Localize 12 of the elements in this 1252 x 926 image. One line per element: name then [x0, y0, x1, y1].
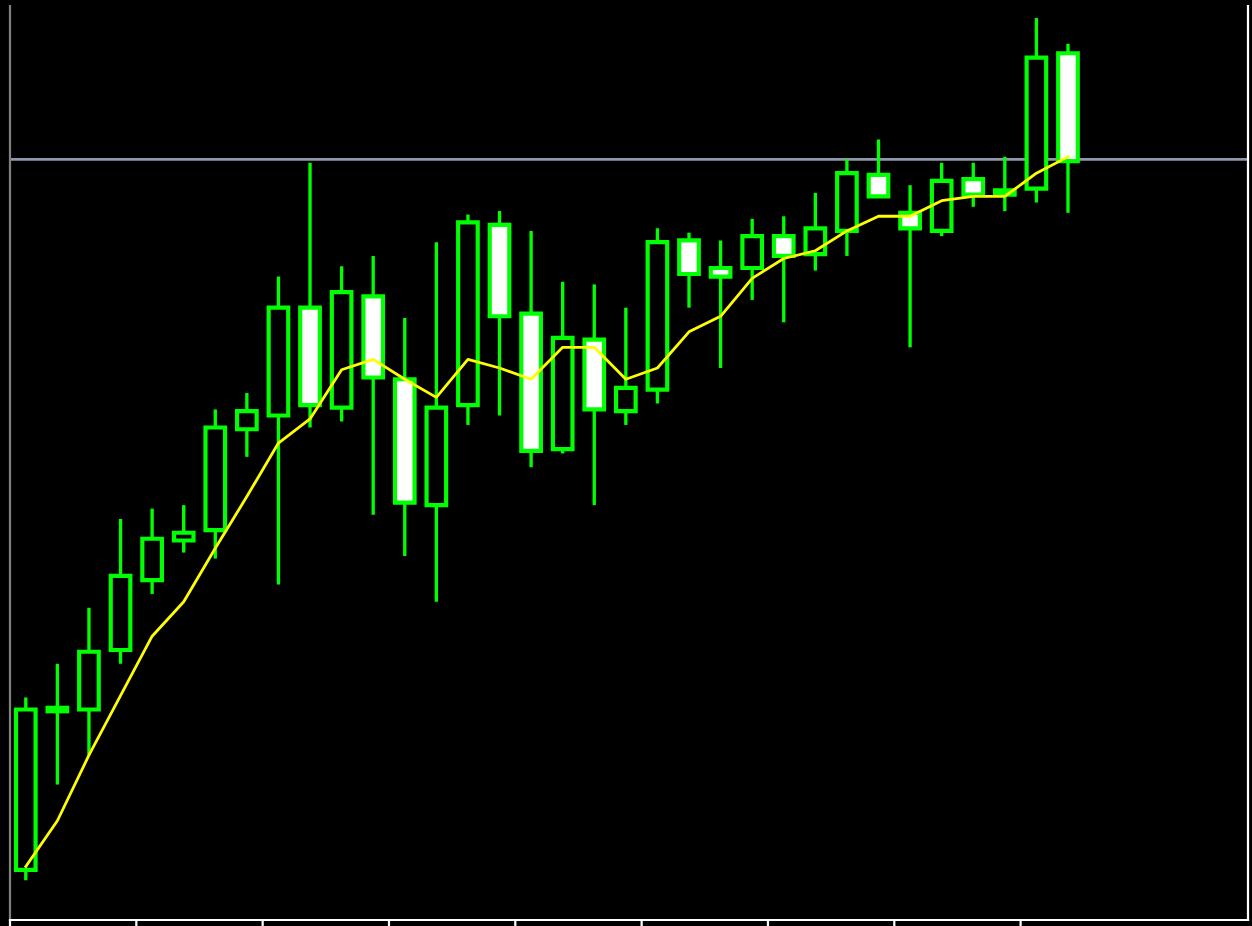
candlestick	[961, 161, 986, 209]
candlestick	[708, 238, 733, 370]
candlestick	[171, 503, 196, 555]
candlestick	[45, 662, 70, 787]
candlestick	[803, 191, 828, 273]
candlestick	[771, 214, 796, 324]
candlestick	[740, 217, 765, 302]
candlestick	[140, 506, 164, 596]
candlestick	[866, 137, 891, 199]
candlestick	[613, 306, 638, 427]
candlestick	[234, 391, 259, 459]
candlestick	[677, 230, 701, 310]
